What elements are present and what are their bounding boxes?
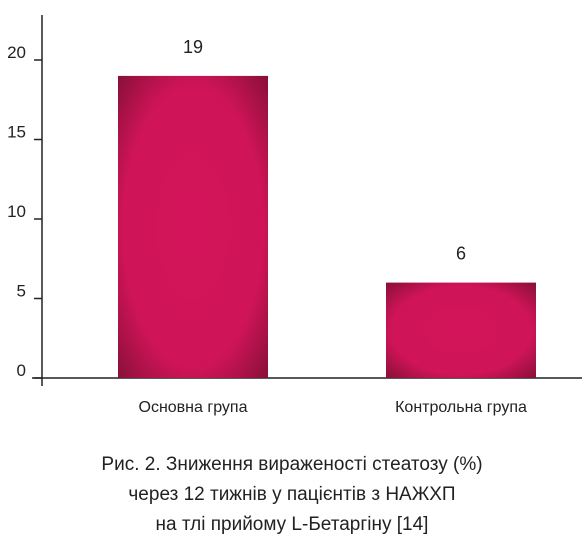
caption-line-3: на тлі прийому L-Бетаргіну [14] (155, 514, 429, 535)
y-tick-label: 10 (7, 202, 26, 221)
category-label: Основна група (139, 399, 248, 416)
bar (386, 282, 536, 378)
caption-line-2: через 12 тижнів у пацієнтів з НАЖХП (128, 484, 456, 505)
bar (118, 75, 268, 379)
y-tick-label: 20 (7, 43, 26, 62)
bar-value-label: 6 (456, 244, 466, 264)
bar-value-label: 19 (183, 37, 203, 57)
category-label: Контрольна група (395, 399, 527, 416)
y-tick-label: 0 (17, 361, 26, 380)
y-tick-label: 5 (17, 282, 26, 301)
caption-line-1: Рис. 2. Зниження вираженості стеатозу (%… (101, 454, 483, 475)
bar-chart: 0 5 10 15 20 19 6 Основна група Контрольна гру… (7, 15, 582, 416)
y-tick-label: 15 (7, 123, 26, 142)
figure-caption: Рис. 2. Зниження вираженості стеатозу (%… (0, 450, 584, 540)
